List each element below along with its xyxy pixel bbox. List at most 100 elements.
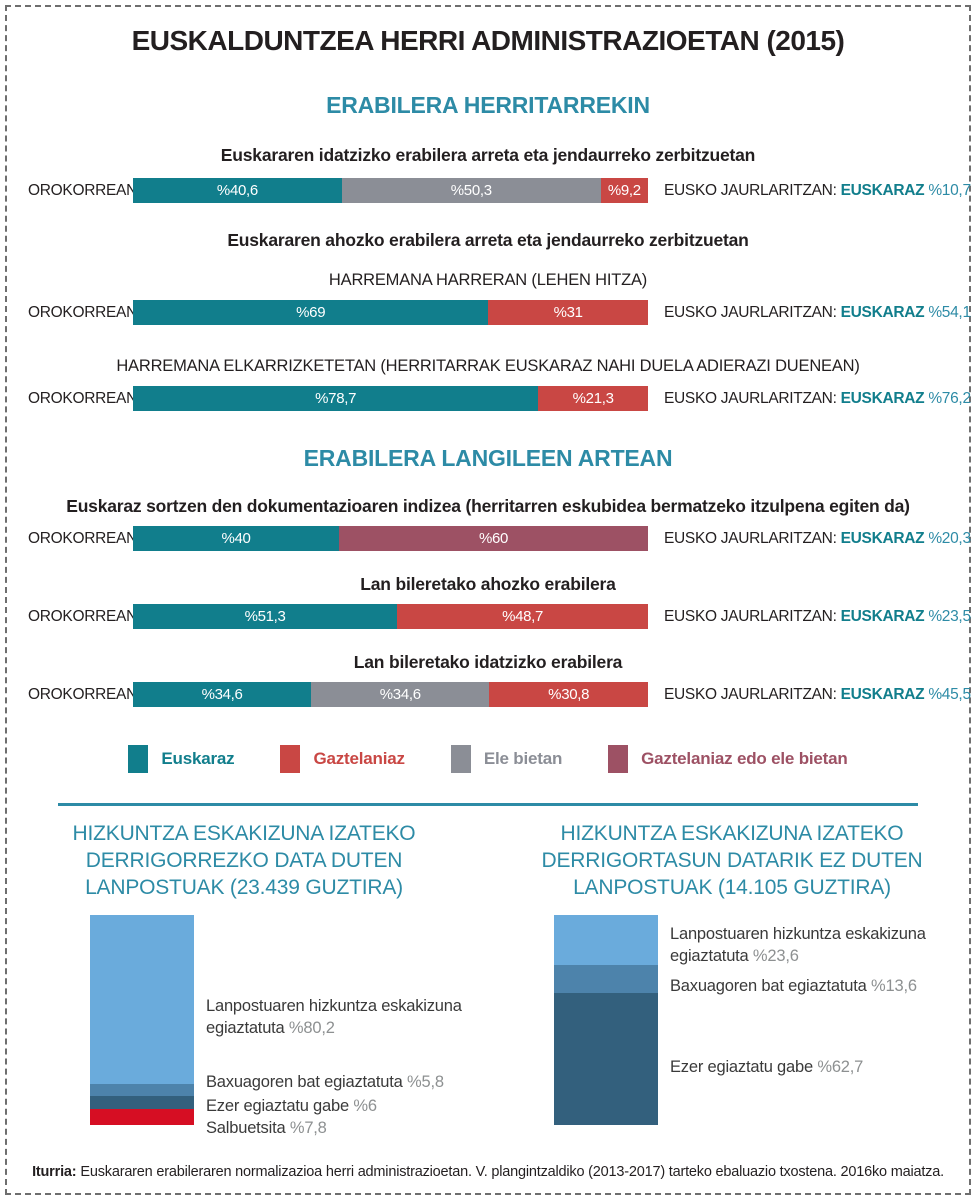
annotation-highlight: EUSKARAZ [840,529,925,547]
stacked-column [90,915,194,1125]
annotation-prefix: EUSKO JAURLARITZAN: [664,685,837,703]
segment-label: Salbuetsita %7,8 [206,1119,327,1137]
annotation-highlight: EUSKARAZ [840,685,925,703]
vchart-title-line: HIZKUNTZA ESKAKIZUNA IZATEKO [560,822,904,845]
section-divider [58,803,918,806]
annotation-value: %54,1 [928,303,971,321]
legend-swatch-ele-bietan [450,745,471,773]
row-annotation: EUSKO JAURLARITZAN: EUSKARAZ %45,5 [664,686,971,704]
annotation-prefix: EUSKO JAURLARITZAN: [664,389,837,407]
bar-segment-gaztelaniaz: %9,2 [600,178,648,203]
bar-segment-gaztelaniaz: %21,3 [538,386,648,411]
segment-label: Lanpostuaren hizkuntza eskakizuna egiazt… [670,925,926,965]
segment-label: Ezer egiaztatu gabe %62,7 [670,1058,864,1076]
row-label: OROKORREAN: [28,607,141,625]
column-labels: Lanpostuaren hizkuntza eskakizuna egiazt… [206,915,488,1137]
column-segment-egiaztatuta [90,915,194,1084]
bar-row: OROKORREAN: %69 %31 EUSKO JAURLARITZAN: E… [0,300,976,325]
column-labels: Lanpostuaren hizkuntza eskakizuna egiazt… [670,915,976,1125]
segment-label: Baxuagoren bat egiaztatuta %5,8 [206,1073,444,1091]
vchart-title-line: HIZKUNTZA ESKAKIZUNA IZATEKO [72,822,416,845]
row-label: OROKORREAN: [28,389,141,407]
column-segment-ezer-gabe [554,993,658,1125]
legend-item-gaztelaniaz: Gaztelaniaz [280,745,405,773]
annotation-highlight: EUSKARAZ [840,181,925,199]
legend-swatch-gaztelaniaz-edo-ele-bietan [608,745,629,773]
row-annotation: EUSKO JAURLARITZAN: EUSKARAZ %23,5 [664,608,971,626]
section-header-herritarrekin: ERABILERA HERRITARREKIN [326,92,650,118]
legend-label: Ele bietan [483,749,563,768]
row-annotation: EUSKO JAURLARITZAN: EUSKARAZ %10,7 [664,182,971,200]
annotation-highlight: EUSKARAZ [840,389,925,407]
bar-row: OROKORREAN: %78,7 %21,3 EUSKO JAURLARITZ… [0,386,976,411]
bar-row: OROKORREAN: %40,6 %50,3 %9,2 EUSKO JAURL… [0,178,976,203]
chart-title: Lan bileretako idatzizko erabilera [353,652,623,672]
legend-item-gaztelaniaz-edo-ele-bietan: Gaztelaniaz edo ele bietan [608,745,848,773]
segment-label: Ezer egiaztatu gabe %6 [206,1097,377,1115]
legend-label: Gaztelaniaz edo ele bietan [641,749,848,768]
annotation-value: %45,5 [928,685,971,703]
vchart-title: HIZKUNTZA ESKAKIZUNA IZATEKO DERRIGORTAS… [488,820,976,901]
annotation-value: %23,5 [928,607,971,625]
chart-subtitle: HARREMANA HARRERAN (LEHEN HITZA) [328,271,648,289]
vchart-title-line: DERRIGORTASUN DATARIK EZ DUTEN [541,849,923,872]
annotation-prefix: EUSKO JAURLARITZAN: [664,303,837,321]
annotation-prefix: EUSKO JAURLARITZAN: [664,181,837,199]
annotation-highlight: EUSKARAZ [840,607,925,625]
legend-item-ele-bietan: Ele bietan [450,745,563,773]
row-label: OROKORREAN: [28,303,141,321]
bar-segment-gaztelaniaz: %31 [488,300,648,325]
column-segment-egiaztatuta [554,915,658,965]
section-header-langileen: ERABILERA LANGILEEN ARTEAN [303,445,673,471]
stacked-bar: %51,3 %48,7 [133,604,648,629]
bottom-charts: HIZKUNTZA ESKAKIZUNA IZATEKO DERRIGORREZ… [0,820,976,1137]
vchart-derrigorrezko: HIZKUNTZA ESKAKIZUNA IZATEKO DERRIGORREZ… [0,820,488,1137]
bar-segment-euskaraz: %69 [133,300,489,325]
row-label: OROKORREAN: [28,529,141,547]
annotation-prefix: EUSKO JAURLARITZAN: [664,607,837,625]
annotation-value: %20,3 [928,529,971,547]
page-title: EUSKALDUNTZEA HERRI ADMINISTRAZIOETAN (2… [131,25,845,56]
stacked-bar: %69 %31 [133,300,648,325]
vchart-body: Lanpostuaren hizkuntza eskakizuna egiazt… [488,915,976,1125]
bar-segment-euskaraz: %40 [133,526,339,551]
legend-label: Gaztelaniaz [313,749,405,768]
bar-segment-gaztelaniaz: %48,7 [397,604,648,629]
legend-label: Euskaraz [161,749,235,768]
bar-segment-euskaraz: %51,3 [133,604,398,629]
column-segment-baxuagoren [90,1083,194,1096]
source-text: Euskararen erabileraren normalizazioa he… [80,1164,944,1180]
row-label: OROKORREAN: [28,685,141,703]
vchart-title-line: LANPOSTUAK (14.105 GUZTIRA) [573,876,891,899]
bar-segment-ele-bietan: %50,3 [341,178,601,203]
bar-segment-ele-bietan: %34,6 [311,682,490,707]
legend-item-euskaraz: Euskaraz [128,745,235,773]
legend-swatch-gaztelaniaz [280,745,301,773]
bar-segment-gaztelaniaz: %30,8 [489,682,648,707]
column-segment-baxuagoren [554,964,658,994]
vchart-title-line: DERRIGORREZKO DATA DUTEN [85,849,403,872]
annotation-prefix: EUSKO JAURLARITZAN: [664,529,837,547]
row-annotation: EUSKO JAURLARITZAN: EUSKARAZ %54,1 [664,304,971,322]
annotation-value: %76,2 [928,389,971,407]
stacked-column [554,915,658,1125]
bar-segment-euskaraz: %34,6 [133,682,312,707]
legend-swatch-euskaraz [128,745,149,773]
annotation-highlight: EUSKARAZ [840,303,925,321]
vchart-title: HIZKUNTZA ESKAKIZUNA IZATEKO DERRIGORREZ… [0,820,488,901]
vchart-title-line: LANPOSTUAK (23.439 GUZTIRA) [85,876,403,899]
source-label: Iturria: [32,1164,77,1180]
bar-segment-euskaraz: %40,6 [133,178,342,203]
annotation-value: %10,7 [928,181,971,199]
row-label: OROKORREAN: [28,181,141,199]
source-note: Iturria: Euskararen erabileraren normaliz… [0,1164,976,1180]
bar-row: OROKORREAN: %40 %60 EUSKO JAURLARITZAN: E… [0,526,976,551]
vchart-body: Lanpostuaren hizkuntza eskakizuna egiazt… [0,915,488,1137]
row-annotation: EUSKO JAURLARITZAN: EUSKARAZ %76,2 [664,390,971,408]
chart-title: Euskaraz sortzen den dokumentazioaren in… [66,496,910,516]
legend: Euskaraz Gaztelaniaz Ele bietan Gaztelan… [0,745,976,773]
column-segment-salbuetsita [90,1108,194,1125]
chart-subtitle: HARREMANA ELKARRIZKETETAN (HERRITARRAK E… [116,357,860,375]
chart-title: Euskararen idatzizko erabilera arreta et… [220,145,756,165]
